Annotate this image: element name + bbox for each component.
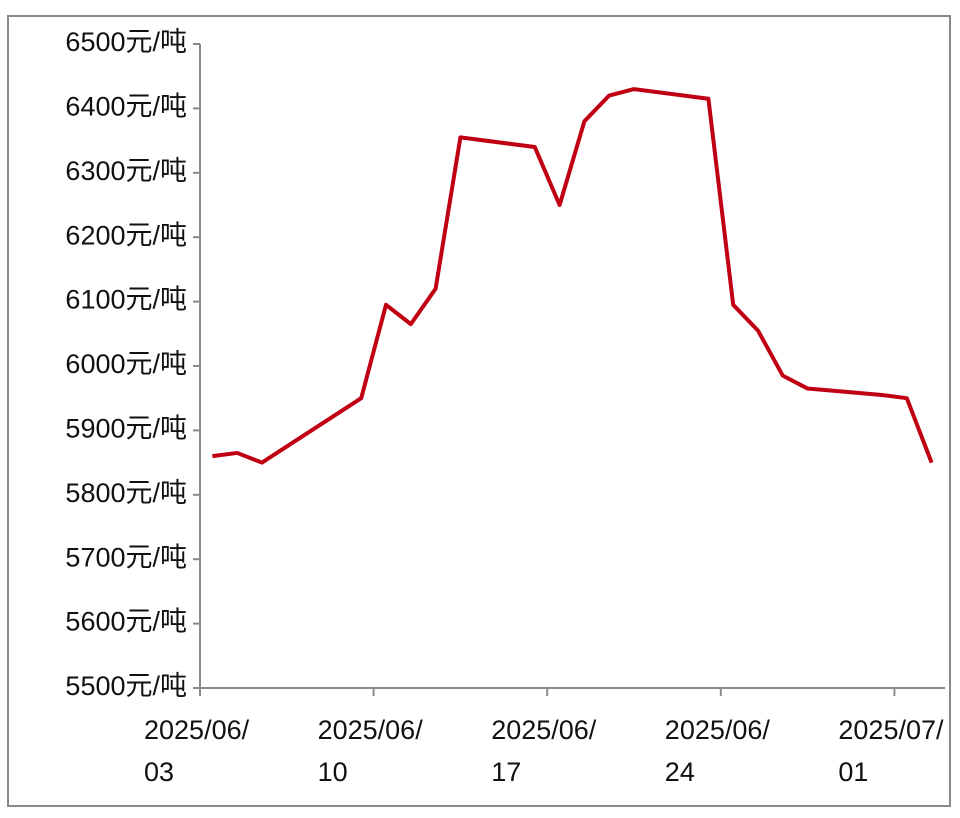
y-tick-label: 5800元/吨 — [65, 478, 187, 508]
y-tick-label: 5500元/吨 — [65, 671, 187, 701]
x-tick-label-line: 2025/06/ — [318, 715, 424, 745]
x-tick-label-line: 17 — [491, 757, 521, 787]
x-tick-label: 2025/07/01 — [838, 715, 944, 787]
y-tick-label: 6300元/吨 — [65, 156, 187, 186]
x-tick-label-line: 2025/07/ — [838, 715, 944, 745]
x-tick-label-line: 01 — [838, 757, 868, 787]
chart-border — [7, 15, 951, 807]
y-tick-label: 5600元/吨 — [65, 607, 187, 637]
x-tick-label-line: 2025/06/ — [665, 715, 771, 745]
x-tick-label-line: 03 — [144, 757, 174, 787]
x-tick-label: 2025/06/03 — [144, 715, 250, 787]
y-tick-label: 6400元/吨 — [65, 92, 187, 122]
x-tick-label: 2025/06/24 — [665, 715, 771, 787]
y-tick-label: 5900元/吨 — [65, 414, 187, 444]
y-tick-label: 5700元/吨 — [65, 542, 187, 572]
y-tick-label: 6500元/吨 — [65, 27, 187, 57]
x-tick-label: 2025/06/17 — [491, 715, 597, 787]
x-tick-label-line: 2025/06/ — [144, 715, 250, 745]
x-tick-label-line: 10 — [318, 757, 348, 787]
y-tick-label: 6000元/吨 — [65, 349, 187, 379]
x-tick-label-line: 24 — [665, 757, 695, 787]
y-tick-label: 6100元/吨 — [65, 285, 187, 315]
x-tick-label-line: 2025/06/ — [491, 715, 597, 745]
price-line — [212, 87, 934, 465]
x-tick-label: 2025/06/10 — [318, 715, 424, 787]
y-tick-label: 6200元/吨 — [65, 220, 187, 250]
